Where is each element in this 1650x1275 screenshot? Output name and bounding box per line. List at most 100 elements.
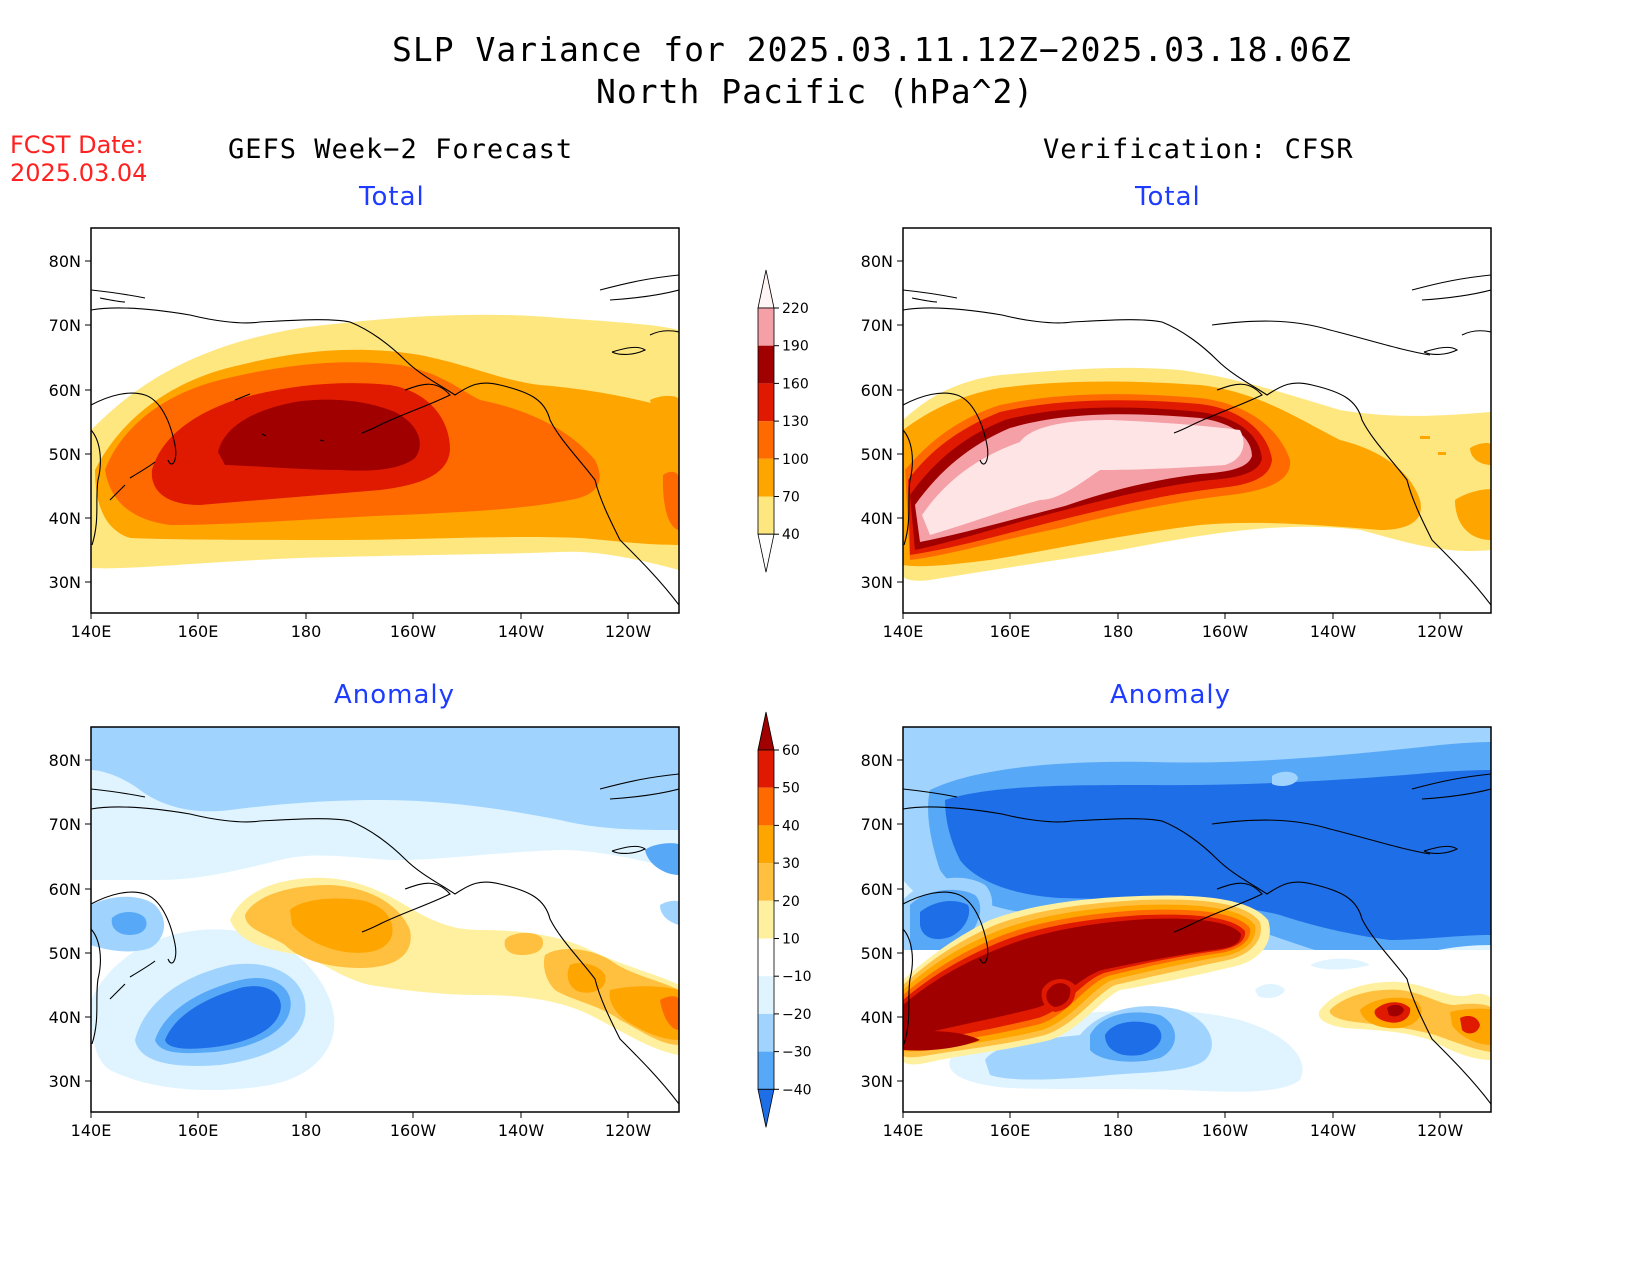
lon-tick-label: 120W bbox=[1417, 622, 1464, 641]
lat-tick-label: 50N bbox=[49, 445, 81, 464]
lon-tick-label: 120W bbox=[605, 622, 652, 641]
colorbar-segment bbox=[758, 750, 774, 788]
column-title-verification: Verification: CFSR bbox=[1043, 134, 1354, 165]
lon-tick-label: 180 bbox=[1103, 622, 1134, 641]
contour-220 bbox=[922, 420, 1244, 535]
colorbar-segment bbox=[758, 308, 774, 346]
colorbar-label: −30 bbox=[782, 1045, 812, 1061]
contour-60-mid-dark bbox=[1046, 983, 1071, 1007]
colorbar-segment bbox=[758, 1051, 774, 1090]
lon-tick-label: 140W bbox=[498, 1121, 545, 1140]
lon-tick-label: 140W bbox=[1310, 1121, 1357, 1140]
colorbar-total: 220 190 160 130 100 70 40 bbox=[757, 269, 809, 573]
lat-tick-label: 50N bbox=[49, 944, 81, 963]
map-verification-total bbox=[903, 228, 1491, 613]
lat-tick-label: 60N bbox=[861, 880, 893, 899]
colorbar-label: 70 bbox=[782, 490, 800, 506]
colorbar-segment bbox=[758, 421, 774, 459]
lat-tick-label: 80N bbox=[49, 252, 81, 271]
colorbar-label: 160 bbox=[782, 376, 809, 392]
lat-tick-label: 70N bbox=[861, 815, 893, 834]
colorbar-label: 130 bbox=[782, 414, 809, 430]
lat-tick-label: 50N bbox=[861, 445, 893, 464]
lat-tick-label: 40N bbox=[49, 1008, 81, 1027]
lon-tick-label: 140W bbox=[1310, 622, 1357, 641]
colorbar-segment bbox=[758, 383, 774, 422]
lon-tick-label: 140E bbox=[71, 1121, 112, 1140]
colorbar-segment bbox=[758, 825, 774, 864]
fcst-date-label: FCST Date: bbox=[10, 131, 144, 159]
column-title-forecast: GEFS Week−2 Forecast bbox=[228, 134, 574, 165]
lat-tick-label: 30N bbox=[49, 1072, 81, 1091]
lat-tick-label: 80N bbox=[861, 751, 893, 770]
lat-tick-label: 30N bbox=[861, 1072, 893, 1091]
contour-40-east bbox=[660, 996, 679, 1030]
colorbar-label: 40 bbox=[782, 527, 800, 543]
contour-minus40-south bbox=[1105, 1021, 1162, 1056]
frame-verification-anomaly bbox=[902, 726, 1492, 1113]
colorbar-bottom-triangle bbox=[757, 1088, 775, 1128]
map-forecast-total bbox=[91, 228, 679, 613]
panel-title-forecast-total: Total bbox=[359, 182, 425, 212]
colorbar-segment bbox=[758, 976, 774, 1014]
colorbar-label: 20 bbox=[782, 894, 800, 910]
colorbar-label: 10 bbox=[782, 932, 800, 948]
contour-minus40 bbox=[945, 770, 1491, 940]
lat-tick-label: 60N bbox=[49, 381, 81, 400]
lat-tick-label: 40N bbox=[861, 1008, 893, 1027]
colorbar-segment bbox=[758, 900, 774, 939]
lon-tick-label: 140E bbox=[71, 622, 112, 641]
colorbar-segment bbox=[758, 787, 774, 826]
colorbar-bottom-triangle bbox=[757, 533, 775, 573]
colorbar-top-triangle bbox=[757, 269, 775, 309]
lat-tick-label: 60N bbox=[861, 381, 893, 400]
contour-70-dash2 bbox=[1438, 452, 1446, 455]
colorbar-label: 220 bbox=[782, 301, 809, 317]
lon-tick-label: 120W bbox=[605, 1121, 652, 1140]
colorbar-label: −40 bbox=[782, 1082, 812, 1098]
lat-tick-label: 40N bbox=[49, 509, 81, 528]
frame-verification-total bbox=[902, 227, 1492, 614]
lon-tick-label: 140W bbox=[498, 622, 545, 641]
frame-forecast-anomaly bbox=[90, 726, 680, 1113]
lon-tick-label: 140E bbox=[883, 1121, 924, 1140]
contour-minus40-west bbox=[920, 900, 970, 940]
lat-tick-label: 80N bbox=[49, 751, 81, 770]
colorbar-top-triangle bbox=[757, 711, 775, 751]
contour-70-east bbox=[1455, 489, 1491, 540]
contour-70-dash1 bbox=[1420, 436, 1430, 439]
colorbar-segment bbox=[758, 345, 774, 384]
map-forecast-anomaly bbox=[91, 727, 679, 1112]
coastlines bbox=[91, 773, 679, 1105]
colorbar-label: −20 bbox=[782, 1007, 812, 1023]
contour-minus20 bbox=[91, 727, 679, 830]
contour-70-ne bbox=[1470, 443, 1491, 465]
colorbar-label: 30 bbox=[782, 856, 800, 872]
frame-forecast-total bbox=[90, 227, 680, 614]
contour-20-mid bbox=[504, 932, 544, 955]
lon-tick-label: 120W bbox=[1417, 1121, 1464, 1140]
colorbar-label: 100 bbox=[782, 452, 809, 468]
colorbar-segment bbox=[758, 938, 774, 977]
lon-tick-label: 180 bbox=[291, 622, 322, 641]
colorbar-label: −10 bbox=[782, 969, 812, 985]
lon-tick-label: 160W bbox=[1202, 622, 1249, 641]
panel-title-verification-anomaly: Anomaly bbox=[1110, 680, 1232, 710]
lon-tick-label: 160E bbox=[178, 622, 219, 641]
lat-tick-label: 40N bbox=[861, 509, 893, 528]
panel-title-forecast-anomaly: Anomaly bbox=[334, 680, 456, 710]
lon-tick-label: 160E bbox=[178, 1121, 219, 1140]
lon-tick-label: 160E bbox=[990, 622, 1031, 641]
colorbar-anomaly: 60 50 40 30 20 10 −10 −20 −30 −40 bbox=[757, 711, 812, 1128]
axes-layer: 80N 70N 60N 50N 40N 30N 140E 160E 180 160W 140W 120… bbox=[49, 252, 1464, 1140]
lon-tick-label: 160W bbox=[1202, 1121, 1249, 1140]
lon-tick-label: 180 bbox=[1103, 1121, 1134, 1140]
colorbar-segment bbox=[758, 496, 774, 535]
colorbar-label: 50 bbox=[782, 781, 800, 797]
colorbar-segment bbox=[758, 863, 774, 901]
contour-minus10-east bbox=[1255, 958, 1370, 998]
contour-minus10-hole bbox=[1272, 771, 1298, 786]
coastlines bbox=[903, 274, 1491, 606]
contour-minus40-sw bbox=[165, 986, 281, 1049]
